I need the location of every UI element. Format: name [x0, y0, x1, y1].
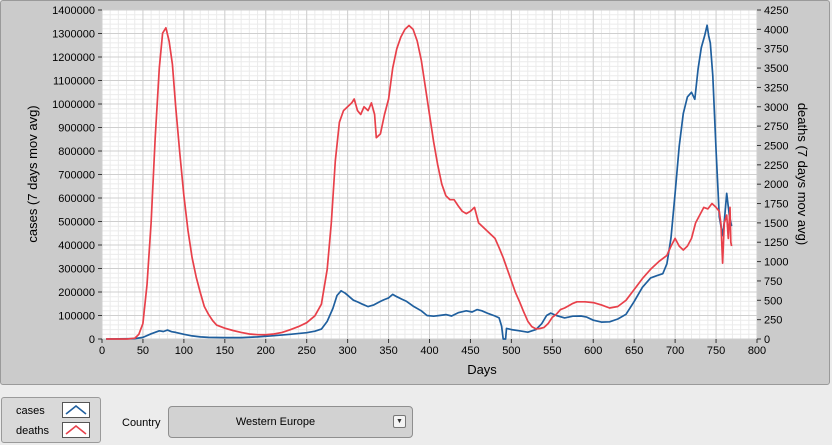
- series-line-cases: [106, 24, 733, 340]
- series-group: [106, 24, 733, 340]
- y-tick-label-left: 0: [89, 334, 95, 346]
- y-tick-label-left: 800000: [58, 146, 95, 158]
- y-tick-label-right: 3750: [764, 44, 788, 56]
- y-tick-label-left: 1000000: [52, 99, 95, 111]
- y-tick-label-left: 1200000: [52, 52, 95, 64]
- x-tick-label: 100: [175, 345, 193, 357]
- y-tick-label-left: 700000: [58, 170, 95, 182]
- x-axis-label: Days: [467, 362, 497, 377]
- y-tick-label-right: 3250: [764, 82, 788, 94]
- y-tick-label-left: 200000: [58, 287, 95, 299]
- y-tick-label-right: 1250: [764, 237, 788, 249]
- y-tick-label-right: 250: [764, 315, 782, 327]
- y-tick-label-right: 1500: [764, 218, 788, 230]
- x-tick-label: 200: [257, 345, 275, 357]
- x-tick-label: 0: [99, 345, 105, 357]
- grid: [101, 9, 758, 340]
- y-tick-label-right: 500: [764, 295, 782, 307]
- legend-label-cases: cases: [16, 405, 45, 417]
- country-select-value: Western Europe: [235, 416, 316, 428]
- y-tick-label-left: 1300000: [52, 29, 95, 41]
- y-tick-label-left: 1400000: [52, 5, 95, 17]
- x-tick-label: 400: [420, 345, 438, 357]
- x-tick-label: 750: [707, 345, 725, 357]
- y-tick-label-right: 3000: [764, 102, 788, 114]
- axes: 0 50 100 150 200 250 300 350 400 450 500 550 600 650 7…: [52, 5, 788, 357]
- legend-swatch-cases: [62, 402, 90, 418]
- legend-swatch-deaths: [62, 422, 90, 438]
- x-tick-label: 350: [379, 345, 397, 357]
- x-tick-label: 600: [584, 345, 602, 357]
- country-select[interactable]: Western Europe ▼: [168, 406, 413, 438]
- x-tick-label: 700: [666, 345, 684, 357]
- legend-label-deaths: deaths: [16, 425, 50, 437]
- x-tick-label: 650: [625, 345, 643, 357]
- y-tick-label-left: 600000: [58, 193, 95, 205]
- x-tick-label: 500: [502, 345, 520, 357]
- x-tick-label: 250: [298, 345, 316, 357]
- y-tick-label-right: 3500: [764, 63, 788, 75]
- country-label: Country: [122, 417, 161, 429]
- y-tick-label-left: 500000: [58, 217, 95, 229]
- chart-panel: 0 50 100 150 200 250 300 350 400 450 500 550 600 650 7…: [0, 0, 830, 385]
- y-tick-label-right: 1000: [764, 257, 788, 269]
- y-tick-label-left: 400000: [58, 240, 95, 252]
- y-tick-label-right: 4000: [764, 24, 788, 36]
- x-tick-label: 300: [338, 345, 356, 357]
- y-tick-label-right: 1750: [764, 199, 788, 211]
- y-tick-label-right: 2750: [764, 121, 788, 133]
- y-tick-label-right: 750: [764, 276, 782, 288]
- dropdown-arrow-icon[interactable]: ▼: [393, 415, 406, 428]
- y-tick-label-right: 0: [764, 334, 770, 346]
- x-tick-label: 800: [748, 345, 766, 357]
- y-axis-label-left: cases (7 days mov avg): [25, 105, 40, 242]
- x-tick-label: 450: [461, 345, 479, 357]
- x-tick-label: 550: [543, 345, 561, 357]
- y-tick-label-right: 2250: [764, 160, 788, 172]
- y-tick-label-left: 1100000: [53, 76, 95, 88]
- y-tick-label-right: 4250: [764, 5, 788, 17]
- y-tick-label-left: 300000: [58, 264, 95, 276]
- x-tick-label: 150: [216, 345, 234, 357]
- legend: cases deaths: [1, 397, 101, 443]
- series-line-deaths: [106, 24, 733, 340]
- y-tick-label-right: 2000: [764, 179, 788, 191]
- line-chart: 0 50 100 150 200 250 300 350 400 450 500 550 600 650 7…: [25, 5, 810, 377]
- y-tick-label-left: 100000: [58, 311, 95, 323]
- y-axis-label-right: deaths (7 days mov avg): [795, 103, 810, 245]
- y-tick-label-right: 2500: [764, 140, 788, 152]
- y-tick-label-left: 900000: [58, 123, 95, 135]
- x-tick-label: 50: [137, 345, 149, 357]
